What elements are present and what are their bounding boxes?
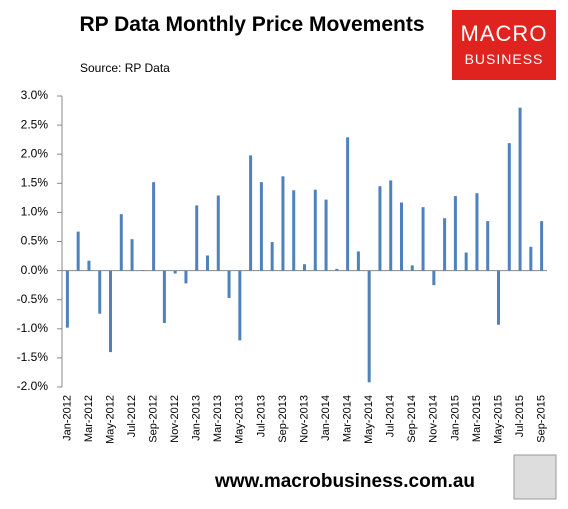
bar: [98, 270, 102, 314]
bar: [109, 270, 112, 353]
x-tick-label: May-2014: [363, 395, 375, 444]
x-tick-label: Sep-2014: [406, 395, 418, 443]
y-tick-label: 2.5%: [21, 117, 49, 131]
x-tick-label: May-2013: [234, 395, 246, 444]
bar: [292, 190, 296, 271]
bar: [173, 270, 177, 274]
bar: [400, 202, 403, 271]
bar: [389, 180, 393, 271]
y-tick-label: 0.0%: [21, 263, 49, 277]
y-tick-label: 3.0%: [21, 88, 49, 102]
bar: [270, 242, 274, 271]
bar: [281, 176, 285, 271]
bar: [518, 107, 522, 271]
x-tick-label: Sep-2015: [536, 395, 548, 443]
y-tick-label: 1.5%: [21, 175, 49, 189]
chart-title: RP Data Monthly Price Movements: [79, 13, 424, 36]
bar: [65, 270, 69, 328]
bar: [313, 189, 317, 271]
bar: [486, 221, 490, 271]
x-tick-label: Jul-2013: [255, 395, 267, 437]
y-tick-label: 2.0%: [21, 146, 49, 160]
bar: [410, 265, 414, 271]
bar: [507, 143, 511, 271]
bar: [141, 270, 145, 271]
y-tick-label: -1.5%: [17, 350, 49, 364]
bar: [540, 221, 544, 271]
x-tick-label: Jul-2014: [385, 395, 397, 437]
bar: [238, 270, 242, 341]
bar: [249, 155, 253, 271]
bar: [529, 246, 533, 271]
bar: [356, 251, 360, 271]
bar: [303, 264, 306, 271]
x-tick-label: Nov-2012: [169, 395, 181, 443]
bar: [367, 270, 371, 383]
x-tick-label: Jul-2015: [514, 395, 526, 437]
source: Source: RP Data: [80, 61, 170, 75]
logo-icon: [513, 454, 557, 500]
bar: [130, 239, 134, 271]
bar: [475, 193, 479, 271]
y-tick-label: -0.5%: [17, 292, 49, 306]
bar: [464, 252, 468, 271]
x-tick-label: Nov-2014: [428, 395, 440, 443]
bar: [497, 270, 500, 325]
bar: [227, 270, 231, 298]
logo-text: MACRO: [461, 21, 548, 46]
bar: [453, 196, 457, 271]
logo-text: BUSINESS: [465, 51, 544, 67]
y-tick-label: 0.5%: [21, 234, 49, 248]
x-tick-label: Mar-2015: [471, 395, 483, 442]
x-tick-label: Sep-2013: [277, 395, 289, 443]
bar: [324, 199, 328, 271]
x-tick-label: Mar-2013: [212, 395, 224, 442]
x-tick-label: Jan-2013: [191, 395, 203, 441]
x-tick-label: Mar-2012: [83, 395, 95, 442]
bar: [87, 260, 91, 271]
bar: [378, 186, 382, 271]
x-tick-label: Jan-2014: [320, 395, 332, 441]
x-tick-label: Mar-2014: [342, 395, 354, 442]
y-tick-label: -2.0%: [17, 379, 49, 393]
bar: [195, 205, 199, 271]
x-tick-label: Jan-2015: [449, 395, 461, 441]
bar: [346, 137, 350, 271]
bar: [421, 207, 425, 271]
bar: [76, 231, 80, 271]
x-tick-label: Sep-2012: [148, 395, 160, 443]
x-tick-label: May-2015: [492, 395, 504, 444]
bar: [259, 182, 263, 271]
bar: [152, 182, 156, 271]
x-tick-label: Jul-2012: [126, 395, 138, 437]
bar: [432, 270, 436, 286]
x-tick-label: May-2012: [104, 395, 116, 444]
x-tick-label: Jan-2012: [61, 395, 73, 441]
bar: [216, 195, 220, 271]
y-tick-label: -1.0%: [17, 321, 49, 335]
y-tick-label: 1.0%: [21, 205, 49, 219]
bar: [119, 214, 123, 271]
bar: [162, 270, 166, 323]
bar: [335, 268, 339, 271]
bar: [184, 270, 188, 284]
bar: [443, 218, 447, 271]
bar: [206, 255, 209, 271]
x-tick-label: Nov-2013: [298, 395, 310, 443]
logo-box: [452, 10, 556, 80]
footer: www.macrobusiness.com.au: [214, 471, 475, 492]
